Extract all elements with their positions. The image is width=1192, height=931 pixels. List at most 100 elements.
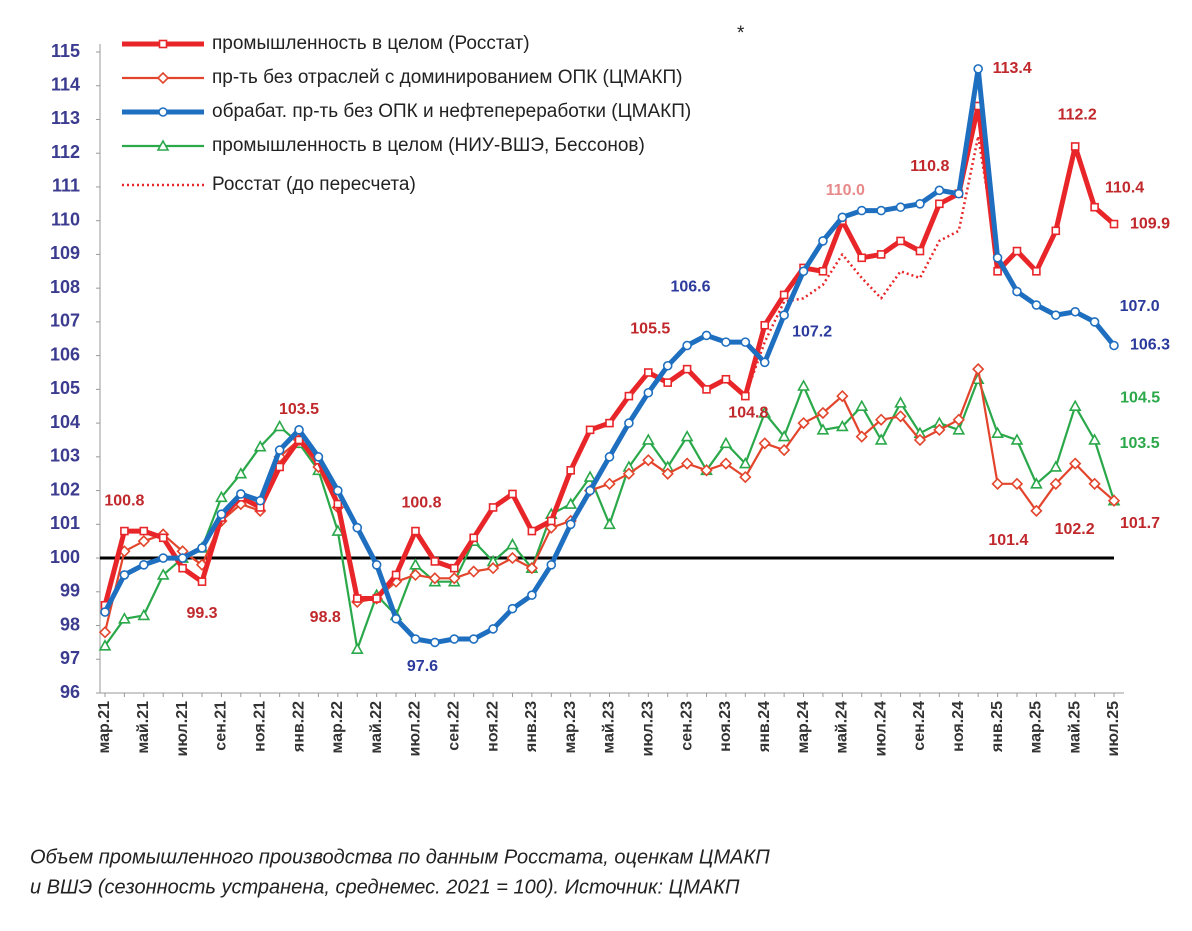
x-tick-label: июл.22 — [407, 701, 424, 757]
marker — [993, 266, 1002, 276]
marker — [506, 551, 519, 565]
marker — [139, 559, 149, 570]
caption-line: и ВШЭ (сезонность устранена, среднемес. … — [30, 876, 740, 898]
marker — [895, 202, 906, 212]
marker — [507, 603, 518, 614]
legend-label: промышленность в целом (НИУ-ВШЭ, Бессоно… — [212, 135, 645, 156]
marker — [778, 443, 791, 457]
y-tick-label: 105 — [50, 378, 80, 398]
marker — [1070, 306, 1080, 317]
caption-line: Объем промышленного производства по данн… — [30, 846, 770, 868]
marker — [177, 553, 188, 563]
y-tick-label: 101 — [50, 513, 80, 533]
x-tick-label: май.25 — [1066, 701, 1083, 754]
marker — [603, 517, 616, 530]
marker — [583, 470, 597, 482]
marker — [1069, 457, 1082, 470]
marker — [486, 562, 500, 575]
marker — [758, 406, 772, 418]
marker — [605, 418, 614, 428]
marker — [333, 485, 343, 496]
marker — [546, 559, 557, 570]
marker — [1068, 399, 1082, 412]
marker — [1109, 219, 1119, 229]
marker — [818, 266, 828, 276]
data-label: 104.5 — [1120, 389, 1160, 406]
data-label: 106.6 — [670, 279, 710, 296]
marker — [760, 320, 770, 330]
marker — [216, 509, 227, 519]
marker — [448, 572, 461, 585]
marker — [546, 516, 556, 526]
marker — [1030, 477, 1043, 489]
x-tick-label: сен.22 — [445, 701, 462, 751]
marker — [738, 456, 752, 469]
marker — [508, 489, 517, 499]
data-label: 99.3 — [186, 605, 217, 622]
marker — [391, 570, 401, 580]
y-tick-label: 112 — [51, 142, 80, 162]
data-label: 104.8 — [728, 404, 768, 421]
marker — [333, 499, 343, 509]
y-tick-label: 115 — [51, 41, 80, 61]
x-tick-label: янв.25 — [989, 701, 1006, 753]
marker — [1012, 286, 1022, 297]
legend-label: промышленность в целом (Росстат) — [212, 33, 530, 54]
y-tick-label: 109 — [50, 243, 80, 263]
marker — [197, 577, 207, 586]
marker — [98, 639, 112, 651]
marker — [662, 360, 673, 371]
marker — [409, 568, 422, 582]
x-tick-label: янв.24 — [756, 701, 773, 753]
marker — [721, 374, 731, 384]
marker — [1070, 142, 1080, 151]
marker — [777, 429, 791, 442]
y-tick-label: 111 — [52, 176, 80, 196]
marker — [641, 433, 655, 445]
x-tick-label: янв.23 — [523, 701, 540, 753]
marker — [816, 423, 830, 435]
marker — [274, 445, 285, 455]
y-tick-label: 96 — [60, 682, 80, 702]
marker — [253, 440, 267, 452]
data-label: 110.4 — [1105, 179, 1144, 196]
legend-note: * — [737, 23, 745, 44]
marker — [428, 572, 441, 585]
legend-label: обрабат. пр-ть без ОПК и нефтепереработк… — [212, 101, 691, 122]
marker — [294, 425, 304, 435]
data-label: 107.0 — [1120, 298, 1160, 315]
y-tick-label: 108 — [50, 277, 80, 297]
marker — [585, 485, 595, 496]
x-tick-label: июл.25 — [1105, 701, 1122, 757]
marker — [1088, 477, 1101, 490]
marker — [156, 568, 170, 580]
data-label: 101.4 — [988, 532, 1028, 549]
marker — [661, 467, 674, 480]
marker — [991, 477, 1004, 490]
marker — [816, 406, 830, 420]
marker — [702, 385, 711, 394]
y-tick-label: 113 — [51, 108, 80, 128]
marker — [779, 310, 789, 320]
marker — [894, 410, 907, 423]
marker — [1109, 340, 1119, 351]
x-tick-label: сен.24 — [911, 701, 928, 751]
y-tick-label: 99 — [60, 581, 80, 601]
marker — [371, 559, 382, 570]
data-label: 103.5 — [1120, 435, 1160, 452]
marker — [430, 557, 440, 566]
y-tick-label: 107 — [50, 311, 80, 331]
legend-label: пр-ть без отраслей с доминированием ОПК … — [212, 67, 682, 88]
marker — [391, 613, 401, 624]
marker — [488, 624, 498, 634]
marker — [721, 337, 731, 347]
marker — [700, 464, 713, 477]
marker — [934, 185, 945, 196]
marker — [158, 107, 168, 117]
marker — [758, 437, 771, 450]
marker — [1049, 477, 1062, 490]
marker — [1031, 300, 1042, 310]
marker — [1032, 266, 1041, 276]
x-tick-label: мар.24 — [795, 701, 812, 754]
marker — [739, 470, 752, 484]
